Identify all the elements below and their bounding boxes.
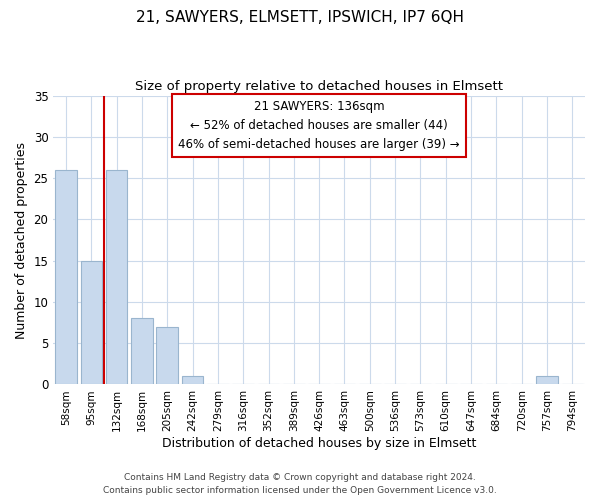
Text: 21 SAWYERS: 136sqm
← 52% of detached houses are smaller (44)
46% of semi-detache: 21 SAWYERS: 136sqm ← 52% of detached hou… (178, 100, 460, 151)
Bar (182, 376, 203, 384)
Bar (55, 170, 77, 384)
Title: Size of property relative to detached houses in Elmsett: Size of property relative to detached ho… (135, 80, 503, 93)
Bar (106, 170, 127, 384)
Text: Contains HM Land Registry data © Crown copyright and database right 2024.
Contai: Contains HM Land Registry data © Crown c… (103, 474, 497, 495)
Bar (80, 260, 102, 384)
Bar (157, 326, 178, 384)
Y-axis label: Number of detached properties: Number of detached properties (15, 142, 28, 338)
Text: 21, SAWYERS, ELMSETT, IPSWICH, IP7 6QH: 21, SAWYERS, ELMSETT, IPSWICH, IP7 6QH (136, 10, 464, 25)
Bar (536, 376, 558, 384)
Bar (131, 318, 152, 384)
X-axis label: Distribution of detached houses by size in Elmsett: Distribution of detached houses by size … (162, 437, 476, 450)
